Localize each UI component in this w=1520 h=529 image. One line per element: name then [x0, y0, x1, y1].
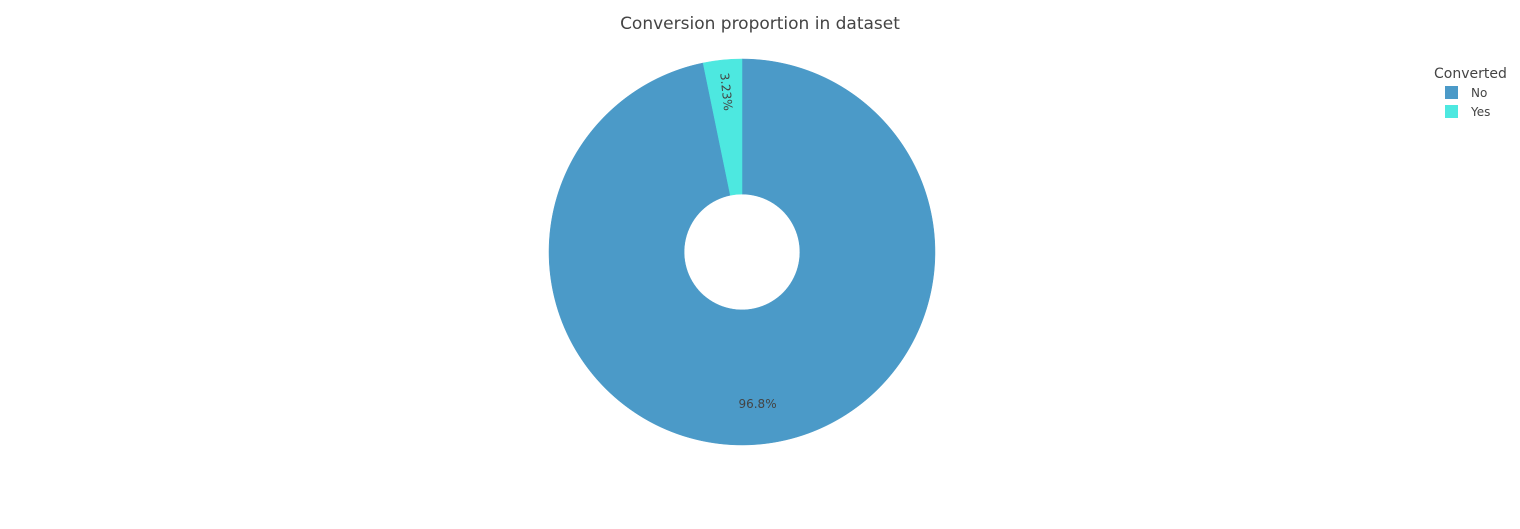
legend-swatch-no[interactable]	[1445, 86, 1458, 99]
legend-label-yes[interactable]: Yes	[1470, 105, 1490, 119]
chart-title: Conversion proportion in dataset	[620, 14, 900, 34]
donut-chart: 96.8% 3.23%	[548, 58, 936, 446]
slice-label-yes: 3.23%	[717, 72, 735, 111]
pie-slice-no[interactable]	[548, 58, 936, 446]
legend-swatch-yes[interactable]	[1445, 105, 1458, 118]
legend-label-no[interactable]: No	[1471, 86, 1487, 100]
legend: Converted No Yes	[1434, 66, 1507, 119]
slice-label-no: 96.8%	[738, 397, 776, 411]
pie-slice-yes[interactable]	[702, 58, 743, 196]
legend-title: Converted	[1434, 66, 1507, 82]
